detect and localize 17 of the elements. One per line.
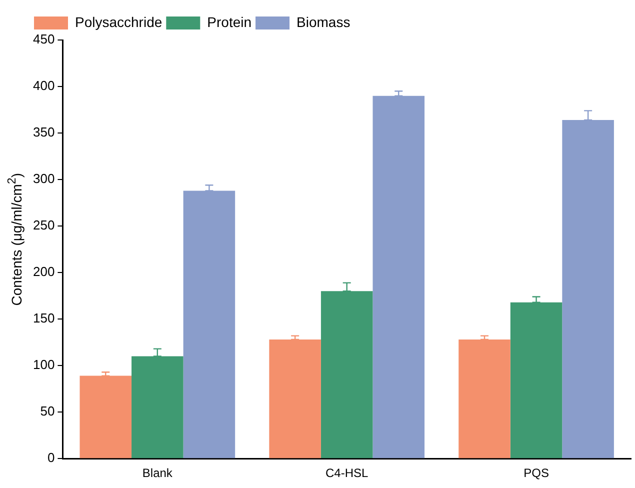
y-tick-label: 50 [40,404,55,419]
x-tick-label: Blank [142,466,174,480]
y-tick-label: 450 [32,32,55,47]
y-tick-label: 400 [32,78,55,94]
y-tick-label: 100 [32,357,55,372]
y-tick-label: 200 [32,264,55,280]
legend-label: Polysacchride [75,14,162,30]
y-tick-label: 150 [32,310,55,326]
legend-label: Biomass [296,14,350,30]
y-tick-label: 250 [32,218,55,233]
y-tick-label: 0 [47,450,55,466]
bar [80,376,132,458]
x-tick-label: C4-HSL [326,466,369,480]
x-tick-label: PQS [524,466,549,480]
y-tick-label: 300 [32,171,55,186]
legend-label: Protein [207,14,252,30]
y-tick-label: 350 [32,124,55,140]
